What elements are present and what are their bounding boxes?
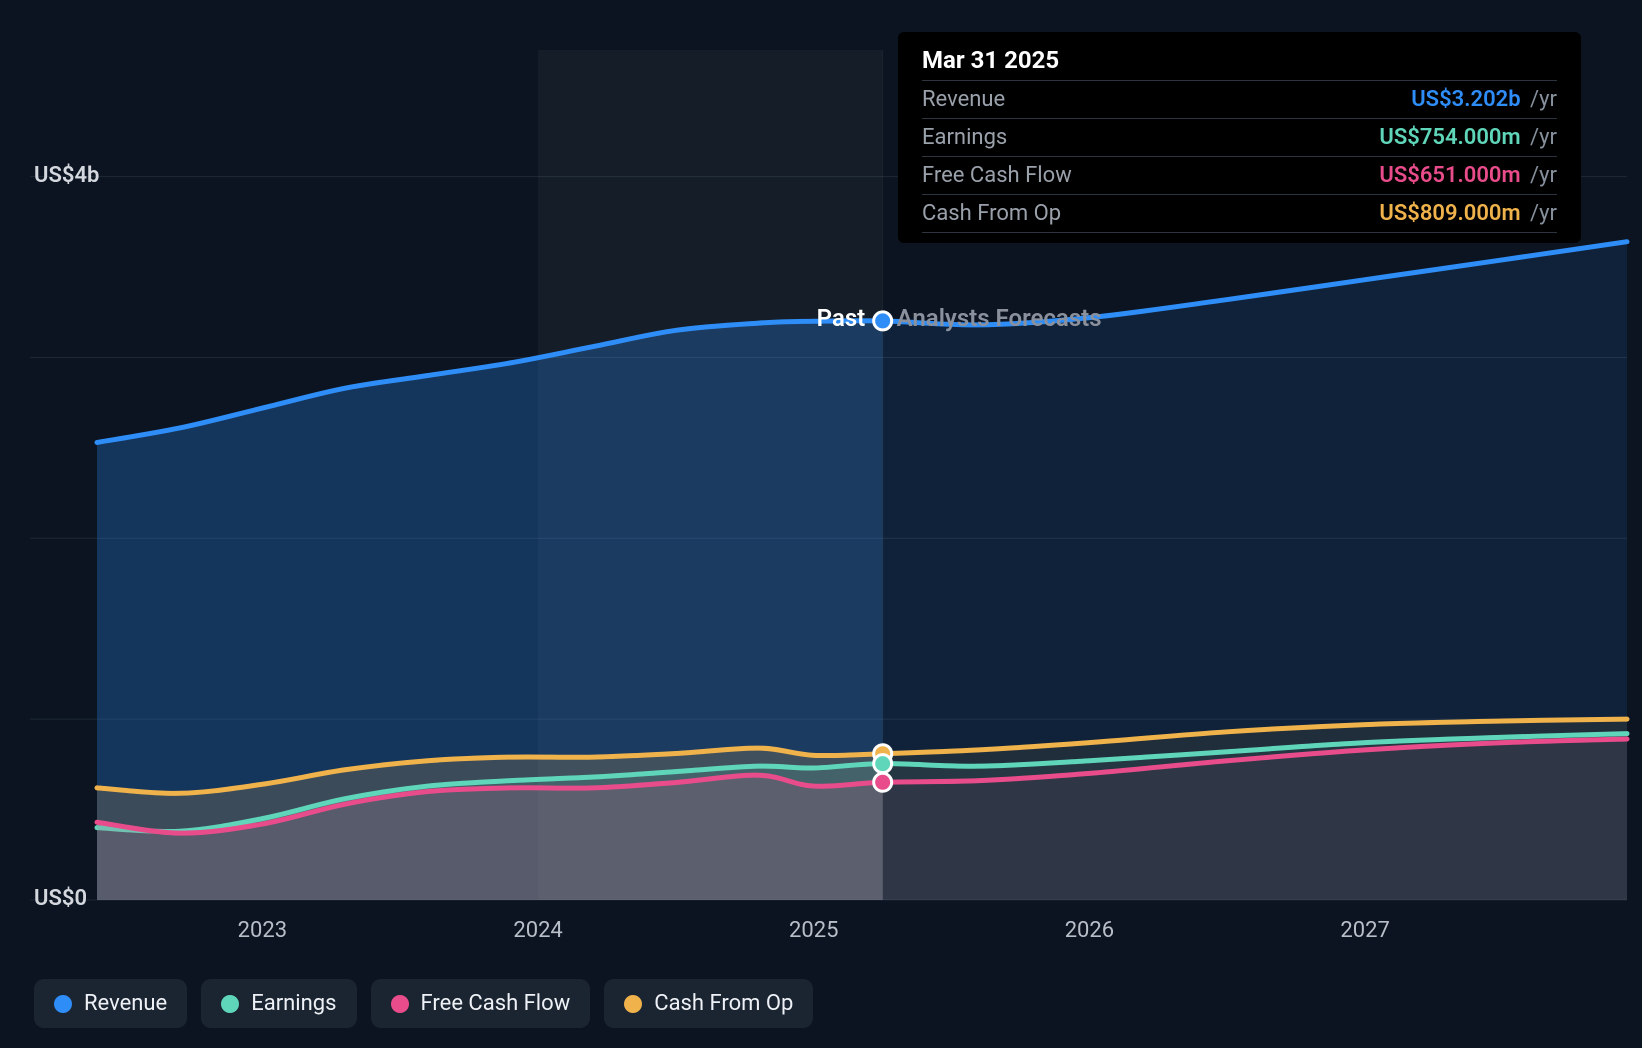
tooltip-row-label: Cash From Op: [922, 201, 1061, 226]
legend-item-free_cash_flow[interactable]: Free Cash Flow: [371, 979, 591, 1028]
tooltip-date: Mar 31 2025: [922, 46, 1557, 74]
legend-label: Free Cash Flow: [421, 991, 571, 1016]
legend-swatch: [391, 995, 409, 1013]
tooltip-row-value: US$651.000m /yr: [1379, 163, 1557, 188]
y-axis-label: US$4b: [34, 163, 99, 188]
forecast-label: Analysts Forecasts: [897, 304, 1102, 332]
tooltip-row: Earnings US$754.000m /yr: [922, 118, 1557, 156]
hover-marker-revenue: [874, 312, 892, 330]
financial-chart: Mar 31 2025 Revenue US$3.202b /yr Earnings…: [0, 0, 1642, 1048]
tooltip-row-label: Revenue: [922, 87, 1005, 112]
tooltip-row-value: US$754.000m /yr: [1379, 125, 1557, 150]
tooltip-row-label: Free Cash Flow: [922, 163, 1072, 188]
legend-item-revenue[interactable]: Revenue: [34, 979, 187, 1028]
chart-legend: Revenue Earnings Free Cash Flow Cash From O…: [34, 979, 813, 1028]
legend-label: Cash From Op: [654, 991, 793, 1016]
legend-label: Earnings: [251, 991, 336, 1016]
x-axis-label: 2023: [238, 918, 287, 943]
x-axis-label: 2026: [1065, 918, 1114, 943]
x-axis-label: 2027: [1340, 918, 1389, 943]
past-label: Past: [817, 304, 866, 332]
tooltip-row-value: US$3.202b /yr: [1411, 87, 1557, 112]
legend-swatch: [54, 995, 72, 1013]
tooltip-row: Free Cash Flow US$651.000m /yr: [922, 156, 1557, 194]
legend-swatch: [624, 995, 642, 1013]
tooltip-row: Cash From Op US$809.000m /yr: [922, 194, 1557, 233]
chart-tooltip: Mar 31 2025 Revenue US$3.202b /yr Earnings…: [898, 32, 1581, 243]
y-axis-label: US$0: [34, 886, 87, 911]
legend-item-earnings[interactable]: Earnings: [201, 979, 356, 1028]
legend-swatch: [221, 995, 239, 1013]
x-axis-label: 2024: [513, 918, 562, 943]
tooltip-row-label: Earnings: [922, 125, 1007, 150]
tooltip-row: Revenue US$3.202b /yr: [922, 80, 1557, 118]
tooltip-row-value: US$809.000m /yr: [1379, 201, 1557, 226]
x-axis-label: 2025: [789, 918, 838, 943]
legend-item-cash_from_op[interactable]: Cash From Op: [604, 979, 813, 1028]
hover-marker-earnings: [874, 755, 892, 773]
legend-label: Revenue: [84, 991, 167, 1016]
hover-marker-free_cash_flow: [874, 773, 892, 791]
